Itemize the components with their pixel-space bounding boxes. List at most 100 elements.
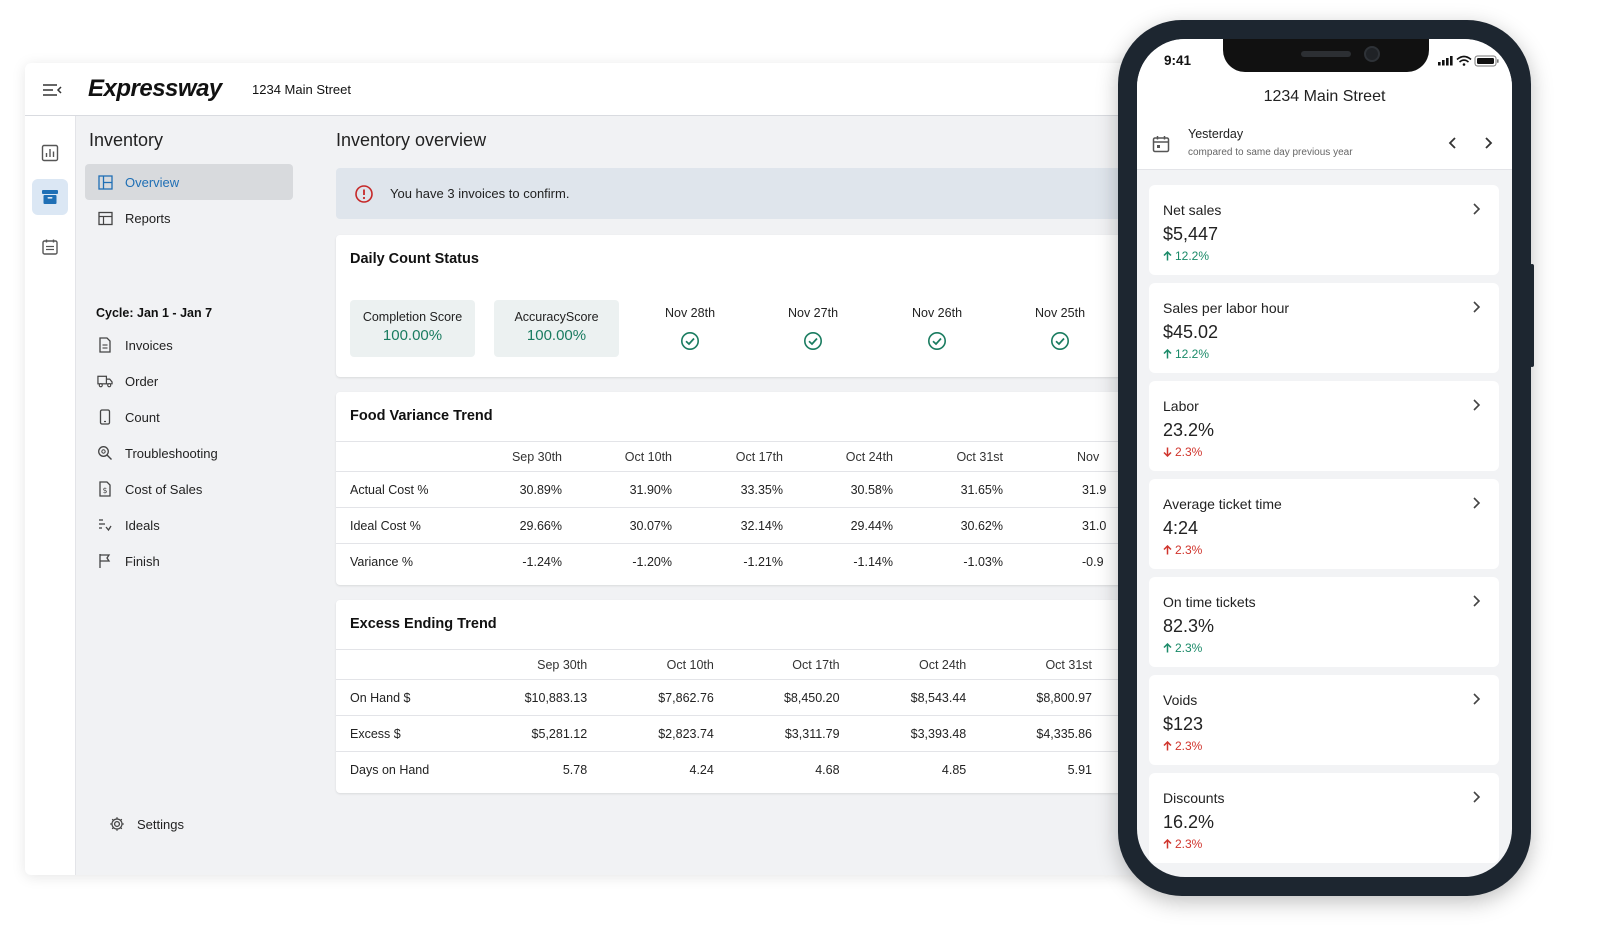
metric-delta: 2.3% [1163,641,1202,655]
day-status[interactable]: Nov 28th [650,306,730,351]
column-header[interactable]: Oct 17th [735,649,862,680]
chevron-right-icon [1473,203,1481,215]
sidebar-item-overview[interactable]: Overview [85,164,293,200]
sidebar-item-count[interactable]: Count [85,399,293,435]
invoice-alert[interactable]: You have 3 invoices to confirm. [336,168,1136,219]
arrow-down-icon [1163,447,1172,457]
page-title: Inventory overview [336,130,487,150]
metric-card[interactable]: Net sales $5,447 12.2% [1149,185,1499,275]
rail-schedule[interactable] [32,229,68,265]
table-row[interactable]: Excess $ $5,281.12 $2,823.74 $3,311.79 $… [336,715,1136,752]
metric-value: 82.3% [1163,616,1215,636]
metric-value: 16.2% [1163,812,1215,832]
metric-card[interactable]: Sales per labor hour $45.02 12.2% [1149,283,1499,373]
main-content: Inventory overview You have 3 invoices t… [336,116,1136,875]
bar-chart-icon [41,144,59,162]
layout-icon [97,174,113,190]
column-header [336,441,474,472]
table-row[interactable]: Ideal Cost % 29.66% 30.07% 32.14% 29.44%… [336,507,1136,544]
table-row[interactable]: Days on Hand 5.78 4.24 4.68 4.85 5.91 [336,752,1136,788]
arrow-up-icon [1163,839,1172,849]
day-label: Nov 25th [1034,306,1086,320]
sidebar-item-label: Order [125,373,159,389]
metric-label: Voids [1163,692,1198,708]
column-header[interactable]: Oct 31st [915,441,1025,472]
settings-link[interactable]: Settings [109,816,184,832]
sidebar-item-troubleshooting[interactable]: Troubleshooting [85,435,293,471]
table-row[interactable]: On Hand $ $10,883.13 $7,862.76 $8,450.20… [336,679,1136,716]
column-header[interactable]: Oct 10th [609,649,736,680]
metric-card[interactable]: On time tickets 82.3% 2.3% [1149,577,1499,667]
table-cell: $5,281.12 [483,715,610,752]
column-header[interactable]: Oct 17th [694,441,805,472]
metric-value: $123 [1163,714,1204,734]
column-header[interactable]: Oct 24th [861,649,989,680]
sidebar-title: Inventory [89,130,164,150]
table-cell: -0.9 [1082,554,1104,569]
chevron-right-icon[interactable] [1478,133,1498,153]
flag-icon [97,553,113,569]
table-cell: 29.44% [805,507,915,544]
phone-frame: 9:41 1234 Main Street [1118,20,1534,896]
metric-delta: 12.2% [1163,347,1209,361]
metric-label: Average ticket time [1163,496,1282,512]
arrow-up-icon [1163,741,1172,751]
column-header[interactable]: Oct 31st [988,649,1114,680]
column-header[interactable]: Nov [1025,441,1136,472]
table-cell: 31.0 [1025,507,1136,544]
truck-icon [97,373,113,389]
chevron-right-icon [1473,595,1481,607]
sidebar-item-label: Ideals [125,517,160,533]
check-circle-icon [681,332,699,350]
metric-card[interactable]: Labor 23.2% 2.3% [1149,381,1499,471]
column-header[interactable]: Sep 30th [483,649,610,680]
table-row[interactable]: Variance % -1.24% -1.20% -1.21% -1.14% -… [336,544,1136,580]
sidebar-item-label: Troubleshooting [125,445,218,461]
sidebar-item-invoices[interactable]: Invoices [85,327,293,363]
table-icon [97,210,113,226]
chevron-left-icon[interactable] [1443,133,1463,153]
metric-label: Discounts [1163,790,1225,806]
rail-reports[interactable] [32,135,68,171]
table-cell: 31.65% [915,471,1025,508]
sidebar-item-ideals[interactable]: Ideals [85,507,293,543]
collapse-menu-icon[interactable] [41,80,63,100]
chevron-right-icon [1473,301,1481,313]
metric-card[interactable]: Average ticket time 4:24 2.3% [1149,479,1499,569]
date-label[interactable]: Yesterday [1188,127,1244,141]
sidebar-item-reports[interactable]: Reports [85,200,293,236]
metric-value: 4:24 [1163,518,1199,538]
metric-label: Sales per labor hour [1163,300,1290,316]
gear-icon [110,817,124,831]
document-icon [97,337,113,353]
table-cell: $8,450.20 [735,679,862,716]
column-header[interactable]: Sep 30th [474,441,584,472]
sidebar-item-order[interactable]: Order [85,363,293,399]
metric-delta-value: 12.2% [1175,249,1210,263]
row-label: Excess $ [336,715,484,752]
front-camera [1364,46,1380,62]
day-status[interactable]: Nov 25th [1020,306,1100,351]
metric-card[interactable]: Voids $123 2.3% [1149,675,1499,765]
calendar-icon[interactable] [1152,135,1170,153]
day-status[interactable]: Nov 26th [897,306,977,351]
table-cell: 32.14% [694,507,805,544]
column-header[interactable]: Oct 10th [584,441,694,472]
metric-card[interactable]: Discounts 16.2% 2.3% [1149,773,1499,863]
phone-screen: 9:41 1234 Main Street [1137,39,1512,877]
sidebar-item-cost-of-sales[interactable]: $ Cost of Sales [85,471,293,507]
speaker-grille [1301,51,1351,57]
column-header[interactable]: Oct 24th [805,441,915,472]
table-row[interactable]: Actual Cost % 30.89% 31.90% 33.35% 30.58… [336,471,1136,508]
table-cell: 31.9 [1025,471,1136,508]
sidebar-item-finish[interactable]: Finish [85,543,293,579]
day-status[interactable]: Nov 27th [773,306,853,351]
status-bar-icons [1438,55,1499,67]
completion-score-value: 100.00% [382,327,443,344]
brand-logo[interactable]: Expressway [88,75,222,102]
arrow-up-icon [1163,643,1172,653]
metric-delta: 2.3% [1163,445,1202,459]
dollar-document-icon: $ [97,481,113,497]
rail-inventory[interactable] [32,179,68,215]
table-cell: 30.62% [915,507,1025,544]
